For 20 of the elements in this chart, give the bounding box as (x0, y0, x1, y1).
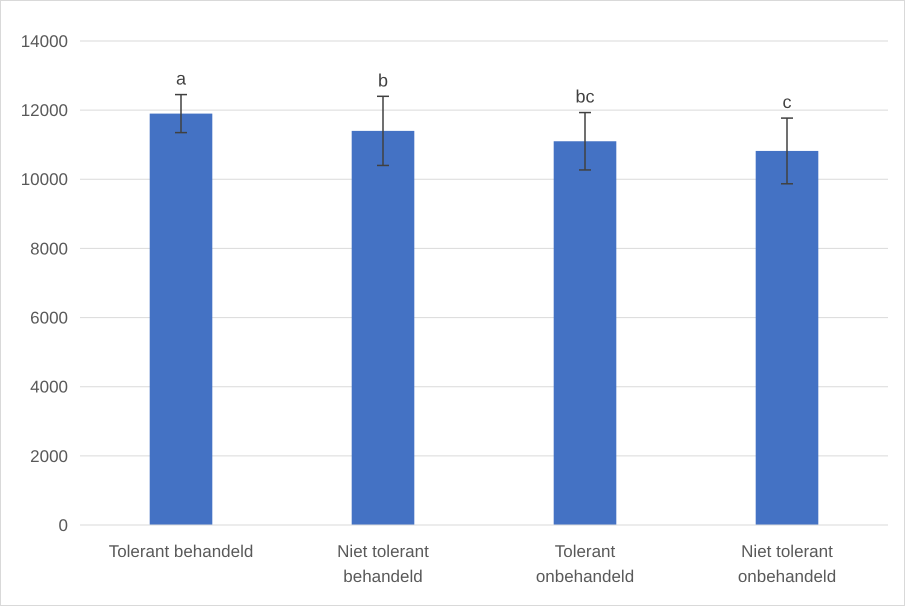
annotation: a (176, 68, 187, 89)
y-tick-label: 8000 (30, 239, 68, 258)
bar (150, 114, 212, 525)
annotation: c (782, 92, 792, 112)
annotation: b (378, 70, 388, 90)
bar (352, 130, 414, 525)
x-tick-label: Niet tolerant behandeld (337, 542, 430, 586)
y-tick-label: 2000 (30, 446, 68, 466)
y-tick-label: 14000 (20, 32, 68, 51)
x-tick-label: Niet tolerant onbehandeld (738, 542, 836, 586)
y-tick-label: 0 (58, 516, 68, 535)
bar (756, 150, 818, 525)
x-tick-label: Tolerant behandeld (108, 542, 254, 561)
y-tick-label: 12000 (20, 101, 68, 120)
x-tick-label: Tolerant onbehandeld (536, 542, 634, 586)
y-tick-label: 10000 (20, 170, 68, 190)
bar (554, 141, 616, 525)
y-tick-label: 6000 (30, 308, 68, 328)
annotation: bc (575, 86, 595, 107)
y-tick-label: 4000 (30, 378, 68, 397)
